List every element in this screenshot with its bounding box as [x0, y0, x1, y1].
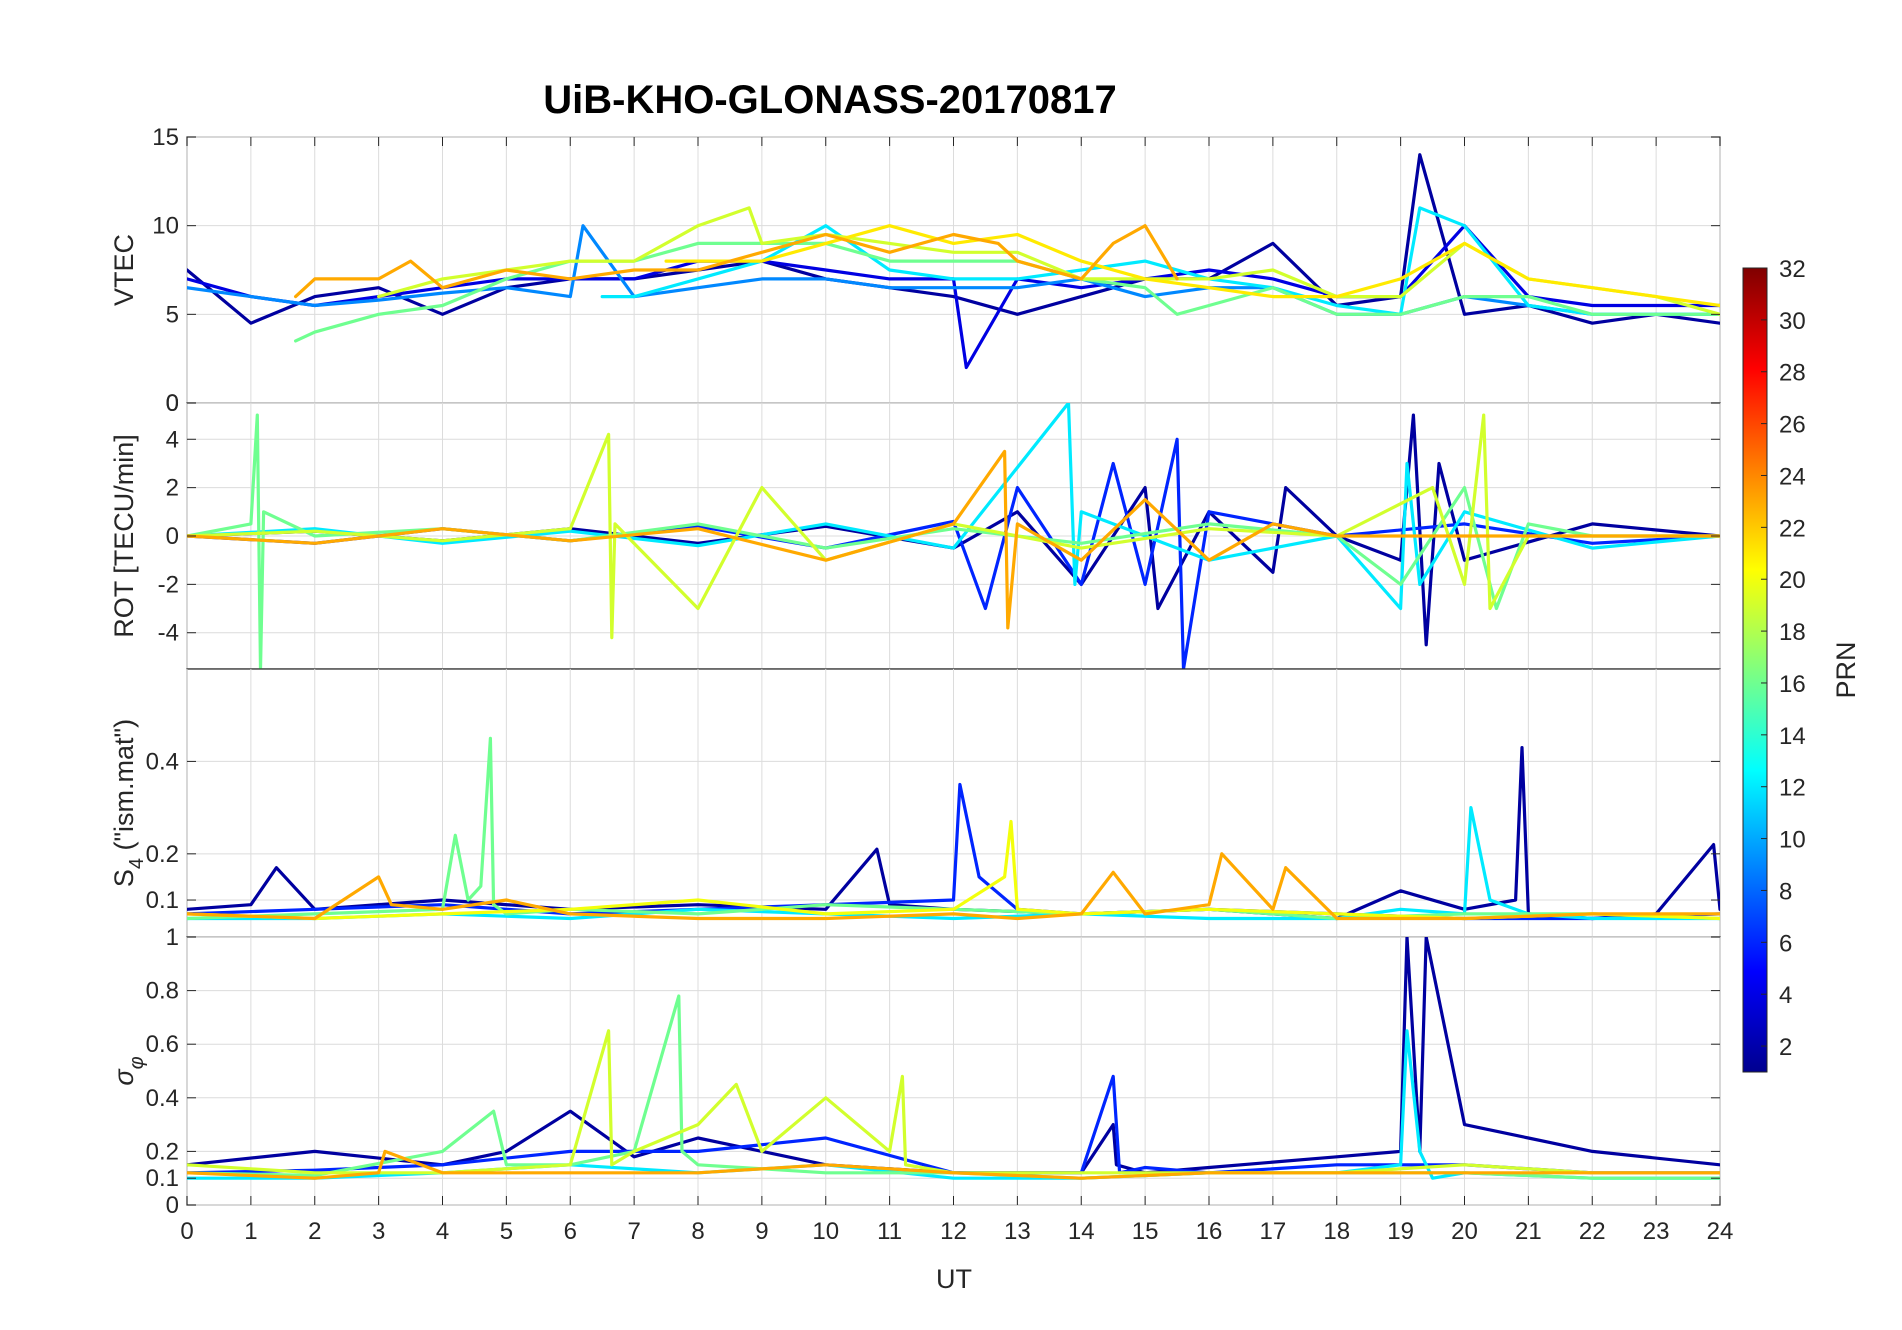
y-tick-label: 0	[166, 523, 179, 550]
x-tick-label: 13	[1004, 1218, 1031, 1245]
x-tick-label: 12	[940, 1218, 967, 1245]
x-tick-label: 1	[244, 1218, 257, 1245]
x-tick-label: 3	[372, 1218, 385, 1245]
x-tick-label: 16	[1196, 1218, 1223, 1245]
colorbar-tick-label: 12	[1779, 775, 1806, 802]
y-tick-label: 0.1	[146, 1165, 179, 1192]
x-tick-label: 0	[180, 1218, 193, 1245]
y-tick-label: -2	[158, 571, 179, 598]
colorbar-tick-label: 30	[1779, 308, 1806, 335]
series-prn-20	[187, 819, 1720, 921]
y-tick-label: 0.8	[146, 978, 179, 1005]
x-tick-label: 24	[1707, 1218, 1734, 1245]
y-tick-label: 1	[166, 924, 179, 951]
y-axis-label: VTEC	[109, 234, 139, 306]
colorbar-tick-label: 8	[1779, 878, 1792, 905]
x-axis: 0 1 2 3 4 5 6 7 8 9 10 11 12 13 14 15 16 17 18 19 20 21 22 23 24	[180, 137, 1733, 1245]
colorbar-tick-label: 22	[1779, 515, 1806, 542]
x-tick-label: 8	[691, 1218, 704, 1245]
series-group	[187, 403, 1720, 669]
y-tick-label: 0.6	[146, 1031, 179, 1058]
x-tick-label: 18	[1323, 1218, 1350, 1245]
series-prn-21	[664, 224, 1720, 308]
panel-1: 0 5 10 15 VTEC	[109, 124, 1721, 417]
y-tick-label: 2	[166, 475, 179, 502]
x-tick-label: 11	[877, 1218, 902, 1245]
x-tick-label: 5	[500, 1218, 513, 1245]
x-tick-label: 21	[1515, 1218, 1542, 1245]
colorbar-tick-label: 18	[1779, 619, 1806, 646]
x-tick-label: 2	[308, 1218, 321, 1245]
y-tick-label: 0	[166, 390, 179, 417]
y-tick-label: -4	[158, 620, 179, 647]
colorbar-tick-label: 20	[1779, 567, 1806, 594]
colorbar-tick-label: 14	[1779, 723, 1806, 750]
x-tick-label: 10	[812, 1218, 839, 1245]
panel-4: 00.10.2 0.4 0.6 0.8 1 σφ	[109, 924, 1721, 1219]
y-tick-label: 4	[166, 426, 179, 453]
x-tick-label: 6	[564, 1218, 577, 1245]
colorbar-tick-label: 4	[1779, 982, 1792, 1009]
y-tick-label: 0.4	[146, 748, 179, 775]
series-prn-2	[187, 937, 1720, 1175]
series-prn-2	[187, 153, 1720, 325]
colorbar-tick-label: 32	[1779, 256, 1806, 283]
x-tick-label: 19	[1387, 1218, 1414, 1245]
series-group	[187, 153, 1720, 370]
x-tick-label: 22	[1579, 1218, 1606, 1245]
series-prn-23	[187, 1149, 1720, 1180]
y-axis-label: ROT [TECU/min]	[109, 434, 139, 638]
chart-title: UiB-KHO-GLONASS-20170817	[543, 78, 1117, 122]
y-tick-label: 0.1	[146, 887, 179, 914]
y-tick-label: 0.2	[146, 841, 179, 868]
series-group	[187, 937, 1720, 1180]
series-prn-12	[187, 806, 1720, 921]
x-tick-label: 15	[1132, 1218, 1159, 1245]
y-tick-label: 0	[166, 1192, 179, 1219]
y-tick-label: 15	[152, 124, 179, 151]
y-tick-label: 0.4	[146, 1085, 179, 1112]
series-prn-12	[600, 206, 1720, 316]
colorbar-label: PRN	[1831, 641, 1861, 698]
y-axis-label: S4 ("ism.mat")	[109, 719, 148, 887]
colorbar-tick-label: 26	[1779, 412, 1806, 439]
x-tick-label: 14	[1068, 1218, 1095, 1245]
colorbar-tick-label: 24	[1779, 463, 1806, 490]
y-tick-label: 0.2	[146, 1138, 179, 1165]
series-group	[187, 736, 1720, 921]
colorbar-tick-label: 28	[1779, 360, 1806, 387]
series-prn-23	[294, 224, 1179, 299]
colorbar-gradient	[1742, 267, 1768, 1073]
x-tick-label: 7	[627, 1218, 640, 1245]
colorbar-tick-label: 10	[1779, 827, 1806, 854]
panel-3: 0.1 0.2 0.4S4 ("ism.mat")	[109, 668, 1721, 938]
series-prn-23	[187, 852, 1720, 921]
colorbar-tick-label: 2	[1779, 1034, 1792, 1061]
y-axis-label: σφ	[109, 1056, 148, 1085]
y-tick-label: 10	[152, 213, 179, 240]
panel-2: -4 -2 0 2 4 0 ROT [TECU/min]	[109, 390, 1721, 670]
y-tick-label: 0	[166, 390, 179, 417]
series-prn-16	[187, 413, 1720, 669]
colorbar-tick-label: 6	[1779, 930, 1792, 957]
colorbar-tick-label: 16	[1779, 671, 1806, 698]
x-tick-label: 20	[1451, 1218, 1478, 1245]
x-tick-label: 23	[1643, 1218, 1670, 1245]
x-tick-label: 4	[436, 1218, 449, 1245]
x-tick-label: 9	[755, 1218, 768, 1245]
x-axis-label: UT	[936, 1264, 972, 1294]
x-tick-label: 17	[1260, 1218, 1287, 1245]
y-tick-label: 5	[166, 301, 179, 328]
series-prn-23	[187, 449, 1720, 630]
